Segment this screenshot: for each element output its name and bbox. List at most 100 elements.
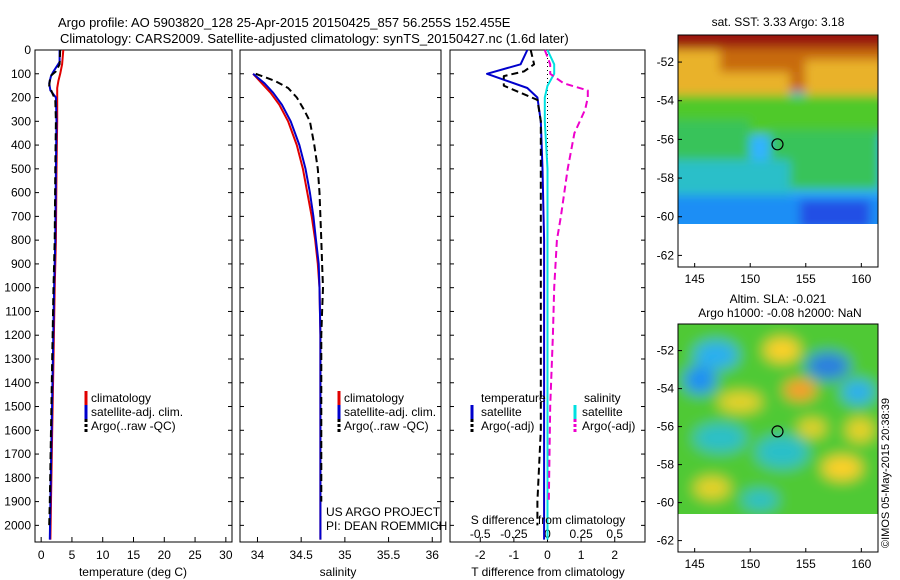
salinity-profiles: [252, 72, 324, 540]
sst-field: [678, 35, 878, 224]
lat-tick-label: -52: [657, 344, 675, 358]
sla-missing-region: [678, 514, 878, 552]
x-tick-label: 34.5: [289, 548, 313, 562]
s-satellite-diff-line: [543, 49, 556, 540]
x-tick-label: 5: [69, 548, 76, 562]
x-tick-label: 0: [544, 548, 551, 562]
depth-tick-label: 100: [11, 67, 31, 81]
salinity-panel: 34 34.5 35 35.5 36 salinity climatology sate…: [239, 49, 447, 579]
sst-map-title: sat. SST: 3.33 Argo: 3.18: [712, 15, 845, 29]
temperature-legend: climatology satellite-adj. clim. Argo(..…: [84, 391, 183, 433]
temperature-xlabel: temperature (deg C): [79, 565, 187, 579]
lat-tick-label: -62: [657, 248, 675, 262]
legend-argo-label: Argo(..raw -QC): [91, 419, 176, 433]
x-tick-label: -1: [509, 548, 520, 562]
legend-s-argo-label: Argo(-adj): [582, 419, 635, 433]
legend-satellite-label: satellite-adj. clim.: [344, 405, 436, 419]
lon-tick-label: 150: [740, 272, 760, 286]
depth-tick-label: 0: [24, 43, 31, 57]
depth-tick-label: 700: [11, 209, 31, 223]
sst-axes-ticks: 145 150 155 160 -52 -54 -56 -58 -60 -62: [657, 55, 872, 286]
x-tick-label: 36: [426, 548, 440, 562]
x-tick-label: 35.5: [377, 548, 401, 562]
depth-tick-label: 600: [11, 186, 31, 200]
argo-line: [255, 72, 324, 502]
s-diff-tick-label: 0.5: [606, 527, 623, 541]
legend-salinity-title: salinity: [584, 391, 621, 405]
sst-map: sat. SST: 3.33 Argo: 3.18 145 150 155 160 -5…: [657, 15, 879, 286]
depth-tick-label: 200: [11, 91, 31, 105]
t-argo-diff-line: [502, 49, 542, 526]
satellite-line: [252, 73, 322, 540]
lon-tick-label: 145: [685, 272, 705, 286]
sla-field: [678, 324, 878, 514]
x-tick-label: 0: [38, 548, 45, 562]
difference-legend: temperature salinity satellite Argo(-adj…: [470, 391, 635, 433]
climatology-line: [252, 73, 322, 540]
legend-climatology-label: climatology: [91, 391, 151, 405]
lat-tick-label: -56: [657, 420, 675, 434]
salinity-x-axis: 34 34.5 35 35.5 36: [251, 537, 439, 562]
x-tick-label: 25: [188, 548, 202, 562]
depth-tick-label: 2000: [4, 518, 31, 532]
temperature-x-axis: 0 5 10 15 20 25 30: [38, 537, 233, 562]
salinity-xlabel: salinity: [320, 565, 357, 579]
legend-temperature-title: temperature: [481, 391, 546, 405]
depth-tick-label: 1000: [4, 281, 31, 295]
sst-missing-region: [678, 224, 878, 267]
sla-axes-ticks: 145 150 155 160 -52 -54 -56 -58 -60 -62: [657, 344, 872, 571]
lon-tick-label: 155: [796, 557, 816, 571]
depth-tick-label: 1200: [4, 328, 31, 342]
pi-annotation: PI: DEAN ROEMMICH: [326, 519, 447, 533]
depth-tick-label: 400: [11, 138, 31, 152]
x-tick-label: 35: [338, 548, 352, 562]
depth-tick-label: 1300: [4, 352, 31, 366]
argo-location-marker: [771, 138, 784, 151]
x-tick-label: 30: [219, 548, 233, 562]
s-argo-diff-line: [543, 49, 589, 502]
lon-tick-label: 155: [796, 272, 816, 286]
depth-tick-label: 900: [11, 257, 31, 271]
legend-argo-label: Argo(..raw -QC): [344, 419, 429, 433]
sla-axes-frame: [677, 323, 879, 553]
lat-tick-label: -60: [657, 496, 675, 510]
temperature-panel: 0100200300400500600700800900100011001200…: [4, 43, 233, 579]
lat-tick-label: -52: [657, 55, 675, 69]
difference-depth-ticks: [450, 49, 645, 526]
lat-tick-label: -62: [657, 534, 675, 548]
figure-title-line1: Argo profile: AO 5903820_128 25-Apr-2015…: [58, 15, 511, 30]
lat-tick-label: -54: [657, 94, 675, 108]
lon-tick-label: 145: [685, 557, 705, 571]
t-satellite-diff-line: [486, 49, 546, 540]
difference-top-xlabel: S difference from climatology: [471, 513, 626, 527]
sla-map-subtitle: Argo h1000: -0.08 h2000: NaN: [698, 306, 861, 320]
legend-satellite-label: satellite-adj. clim.: [91, 405, 183, 419]
temperature-axes-frame: [34, 49, 233, 543]
argo-line: [48, 49, 62, 526]
s-diff-tick-label: 0.25: [569, 527, 593, 541]
imos-timestamp: ©IMOS 05-May-2015 20:38:39: [880, 398, 892, 548]
depth-axis: 0 100 200 300 400 500 600 700 800 900 1000 1100 1200…: [4, 43, 232, 532]
legend-t-satellite-label: satellite: [481, 405, 522, 419]
depth-tick-label: 800: [11, 233, 31, 247]
lat-tick-label: -56: [657, 132, 675, 146]
sla-map-title: Altim. SLA: -0.021: [730, 292, 827, 306]
lon-tick-label: 150: [740, 557, 760, 571]
depth-tick-label: 1900: [4, 495, 31, 509]
x-tick-label: 2: [611, 548, 618, 562]
x-tick-label: 10: [96, 548, 110, 562]
argo-location-marker: [771, 425, 784, 438]
depth-tick-label: 1400: [4, 376, 31, 390]
difference-xlabel: T difference from climatology: [471, 565, 625, 579]
sst-axes-frame: [677, 34, 879, 268]
difference-profiles: [486, 49, 589, 540]
depth-tick-label: 300: [11, 114, 31, 128]
salinity-axes-frame: [239, 49, 442, 543]
lon-tick-label: 160: [851, 557, 871, 571]
depth-tick-label: 500: [11, 162, 31, 176]
x-tick-label: 20: [158, 548, 172, 562]
x-tick-label: 34: [251, 548, 265, 562]
